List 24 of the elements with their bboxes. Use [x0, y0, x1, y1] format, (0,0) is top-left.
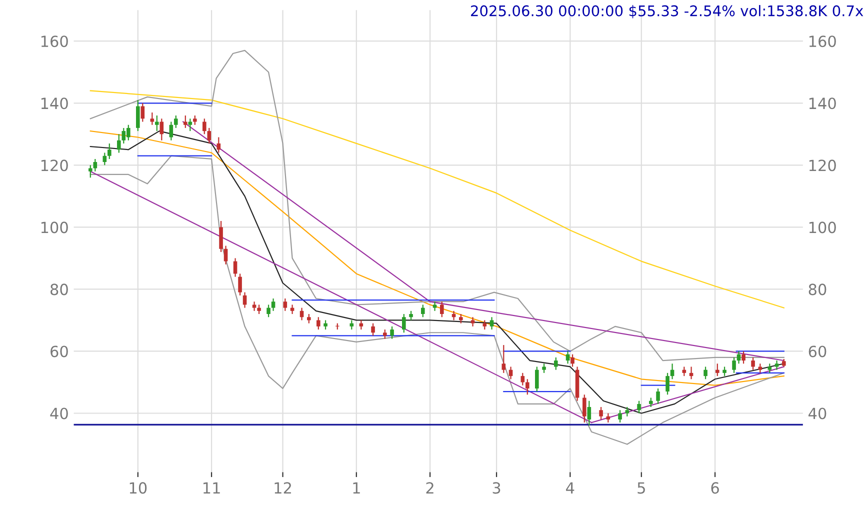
x-tick-label: 3 — [492, 482, 500, 494]
x-tick-label: 10 — [130, 482, 147, 494]
y2-tick-label: 100 — [809, 222, 836, 234]
x-tick-label: 4 — [566, 482, 574, 494]
y-tick-label: 80 — [50, 284, 68, 296]
y2-tick-label: 40 — [808, 408, 826, 420]
y-tick-label: 100 — [41, 222, 68, 234]
y2-tick-label: 140 — [809, 98, 836, 110]
y2-tick-label: 60 — [808, 346, 826, 358]
chart-title: 2025.06.30 00:00:00 $55.33 -2.54% vol:1538.8K 0.7x — [471, 5, 864, 18]
x-tick-label: 5 — [638, 482, 645, 494]
y2-tick-label: 160 — [809, 36, 836, 48]
x-tick-label: 1 — [353, 482, 360, 494]
x-tick-label: 11 — [203, 482, 220, 494]
x-tick-label: 12 — [274, 482, 291, 494]
x-tick-label: 2 — [426, 482, 434, 494]
y-tick-label: 160 — [41, 36, 68, 48]
y2-tick-label: 80 — [808, 284, 826, 296]
y2-tick-label: 120 — [809, 160, 836, 172]
y-tick-label: 140 — [41, 98, 68, 110]
y-tick-label: 120 — [41, 160, 68, 172]
y-tick-label: 40 — [50, 408, 68, 420]
y-tick-label: 60 — [50, 346, 68, 358]
x-tick-label: 6 — [711, 482, 719, 494]
